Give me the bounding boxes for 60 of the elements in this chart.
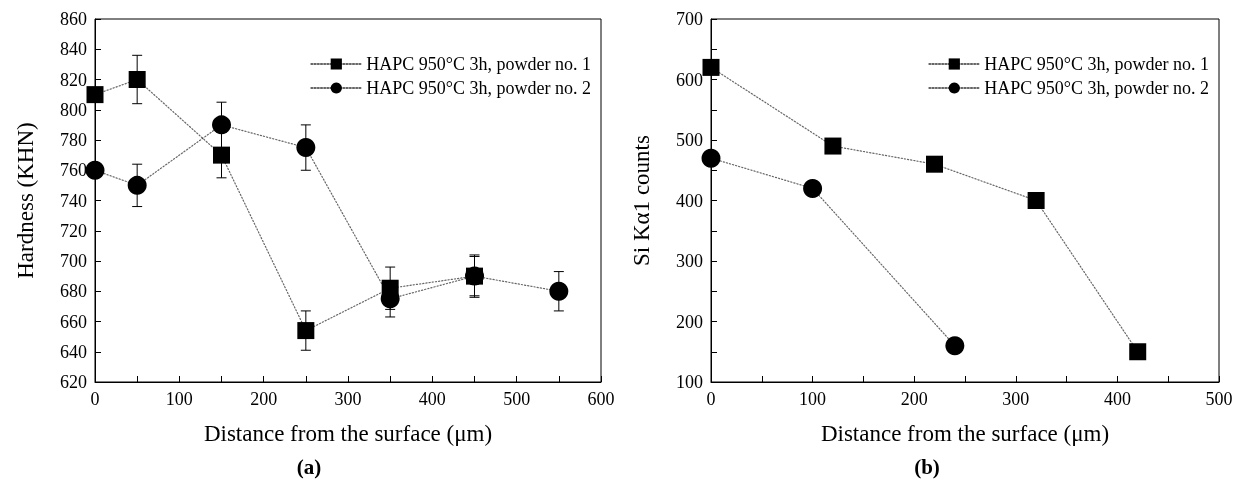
point: [213, 146, 230, 164]
point: [128, 71, 146, 88]
legend-label: HAPC 950°C 3h, powder no. 2: [366, 78, 591, 98]
x-tick-label: 100: [165, 389, 193, 409]
x-tick-label: 0: [90, 389, 100, 409]
point: [803, 178, 823, 198]
x-tick-label: 100: [799, 389, 827, 409]
y-tick-label: 680: [60, 281, 87, 302]
y-tick-label: 820: [60, 69, 87, 90]
x-axis-title: Distance from the surface (μm): [820, 421, 1110, 446]
y-tick-label: 100: [676, 372, 703, 392]
y-tick-label: 660: [60, 311, 87, 332]
x-tick-label: 300: [334, 389, 362, 409]
point: [1027, 192, 1045, 209]
x-tick-label: 400: [418, 389, 446, 409]
point: [297, 322, 315, 340]
point: [926, 155, 944, 173]
legend-label: HAPC 950°C 3h, powder no. 1: [366, 54, 591, 74]
point: [824, 137, 842, 155]
y-tick-label: 500: [676, 130, 703, 150]
y-axis-title: Hardness (KHN): [13, 122, 38, 279]
y-axis-title: Si Kα1 counts: [629, 135, 654, 266]
y-tick-label: 600: [676, 69, 703, 90]
point: [701, 148, 721, 168]
x-tick-label: 400: [1103, 389, 1131, 409]
x-axis-title: Distance from the surface (μm): [203, 421, 493, 446]
text: (a): [295, 455, 323, 480]
y-tick-label: 700: [60, 251, 87, 271]
y-tick-label: 620: [60, 372, 87, 392]
y-tick-label: 400: [676, 190, 703, 211]
point: [212, 115, 231, 135]
y-tick-label: 200: [676, 311, 703, 332]
y-tick-label: 300: [676, 251, 703, 271]
point: [296, 138, 316, 158]
point: [127, 175, 147, 195]
y-tick-label: 740: [60, 190, 87, 211]
x-tick-label: 0: [706, 389, 716, 409]
y-tick-label: 640: [60, 341, 87, 362]
text: (b): [913, 455, 941, 480]
x-tick-label: 500: [1205, 389, 1233, 409]
y-tick-label: 860: [60, 9, 87, 29]
legend-label: HAPC 950°C 3h, powder no. 2: [984, 78, 1209, 98]
point: [86, 86, 104, 104]
x-tick-label: 200: [250, 389, 278, 409]
y-tick-label: 700: [676, 9, 703, 29]
y-tick-label: 800: [60, 99, 87, 120]
point: [549, 281, 569, 301]
point: [1129, 343, 1147, 361]
y-tick-label: 840: [60, 39, 87, 60]
x-tick-label: 300: [1002, 389, 1030, 409]
point: [945, 336, 965, 356]
x-tick-label: 200: [900, 389, 928, 409]
x-tick-label: 600: [587, 389, 615, 409]
legend-label: HAPC 950°C 3h, powder no. 1: [984, 54, 1209, 74]
x-tick-label: 500: [503, 389, 531, 409]
point: [85, 160, 105, 180]
point: [702, 58, 720, 76]
y-tick-label: 780: [60, 130, 87, 150]
y-tick-label: 760: [60, 160, 87, 181]
y-tick-label: 720: [60, 220, 87, 241]
